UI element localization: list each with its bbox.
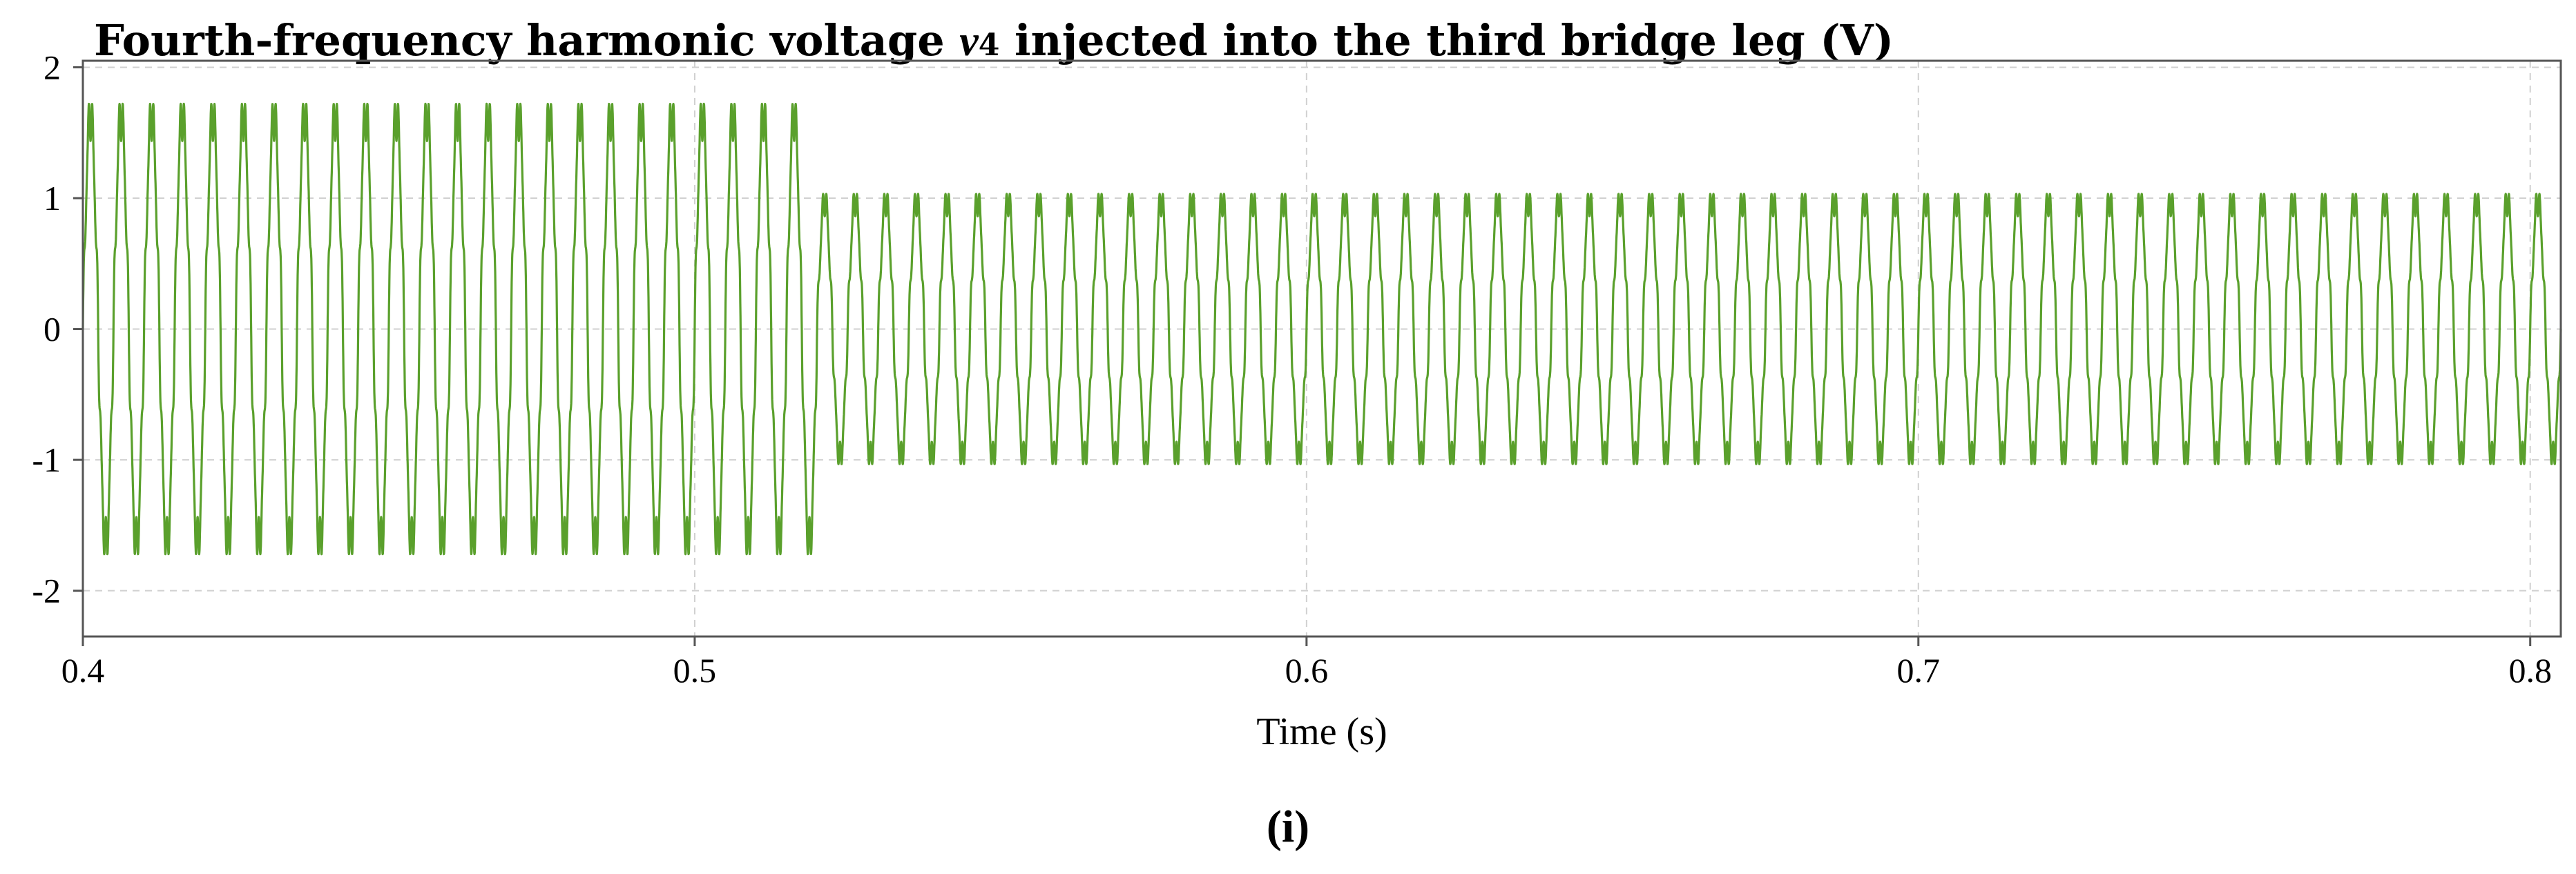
tick-labels: 0.4 0.5 0.6 0.7 0.8 -2 -1 0 1 2 bbox=[32, 48, 2552, 690]
plot-frame bbox=[73, 59, 2562, 646]
y-tick-label: 1 bbox=[44, 179, 61, 217]
x-tick-label: 0.4 bbox=[61, 651, 105, 690]
y-tick-label: -1 bbox=[32, 440, 61, 479]
title-suffix: injected into the third bridge leg (V) bbox=[1015, 15, 1894, 66]
chart-title: Fourth-frequency harmonic voltage v4 inj… bbox=[94, 18, 1894, 65]
x-tick-label: 0.5 bbox=[673, 651, 717, 690]
x-tick-label: 0.8 bbox=[2508, 651, 2552, 690]
x-tick-label: 0.6 bbox=[1285, 651, 1329, 690]
title-symbol: v bbox=[959, 18, 979, 65]
series-layer bbox=[81, 102, 2562, 556]
x-axis-label: Time (s) bbox=[1256, 710, 1387, 753]
y-tick-label: -2 bbox=[32, 572, 61, 610]
x-tick-label: 0.7 bbox=[1897, 651, 1941, 690]
plot-border bbox=[81, 59, 2562, 638]
title-prefix: Fourth-frequency harmonic voltage bbox=[94, 15, 945, 66]
y-tick-label: 2 bbox=[44, 48, 61, 86]
series-line bbox=[81, 102, 2562, 556]
y-tick-label: 0 bbox=[44, 310, 61, 349]
title-subscript: 4 bbox=[978, 28, 1000, 63]
panel-label: (i) bbox=[1266, 802, 1310, 852]
